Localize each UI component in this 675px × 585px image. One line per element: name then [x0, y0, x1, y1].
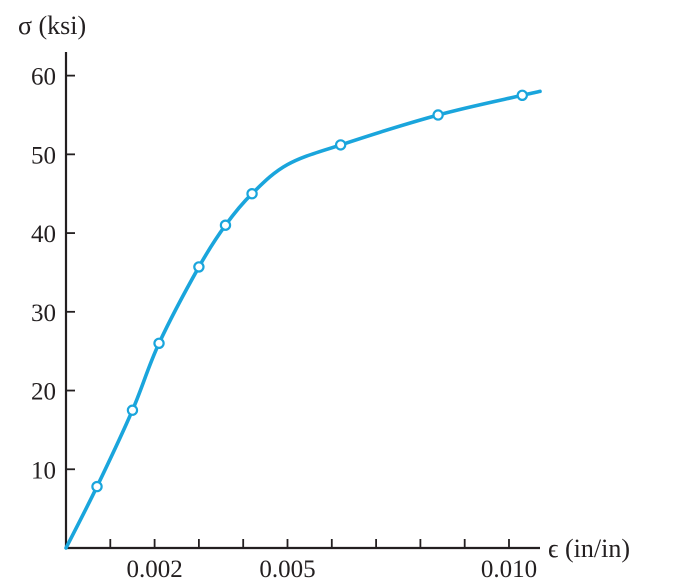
series-line-1 — [64, 89, 542, 550]
y-tick-label-40: 40 — [31, 221, 56, 248]
y-tick-label-10: 10 — [31, 457, 56, 484]
data-point-5 — [219, 219, 232, 231]
x-tick-label-0.010: 0.010 — [481, 556, 537, 583]
y-axis-label: σ (ksi) — [18, 11, 86, 40]
data-point-4 — [193, 261, 205, 273]
data-point-7 — [334, 139, 347, 151]
data-point-1 — [91, 480, 103, 493]
x-tick-label-0.005: 0.005 — [259, 556, 315, 583]
series — [64, 89, 542, 550]
data-point-6 — [246, 188, 258, 200]
ticks: 10 20 30 40 50 60 0.002 0.005 0.010 — [31, 64, 537, 583]
y-tick-label-50: 50 — [31, 142, 56, 169]
data-point-8 — [432, 109, 444, 121]
data-point-2 — [126, 404, 139, 416]
x-tick-label-0.002: 0.002 — [126, 556, 182, 583]
data-point-9 — [516, 89, 528, 102]
y-tick-label-60: 60 — [31, 64, 56, 91]
y-tick-label-30: 30 — [31, 300, 56, 327]
axes — [64, 52, 540, 550]
data-point-3 — [153, 337, 165, 350]
y-tick-label-20: 20 — [31, 379, 56, 406]
x-axis-label: ϵ (in/in) — [548, 534, 630, 563]
